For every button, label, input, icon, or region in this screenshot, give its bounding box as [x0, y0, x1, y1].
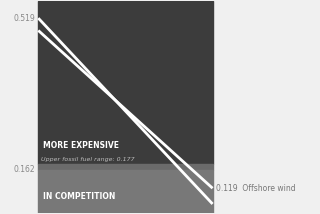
- Text: IN COMPETITION: IN COMPETITION: [43, 192, 116, 201]
- Text: 0.519: 0.519: [13, 14, 35, 23]
- Text: 0.162: 0.162: [13, 165, 35, 174]
- Text: Upper fossil fuel range: 0.177: Upper fossil fuel range: 0.177: [41, 157, 134, 162]
- Text: MORE EXPENSIVE: MORE EXPENSIVE: [43, 141, 119, 150]
- Bar: [38, 163, 212, 170]
- Bar: [38, 170, 212, 213]
- Bar: [38, 1, 212, 163]
- Text: 0.119  Offshore wind: 0.119 Offshore wind: [216, 184, 295, 193]
